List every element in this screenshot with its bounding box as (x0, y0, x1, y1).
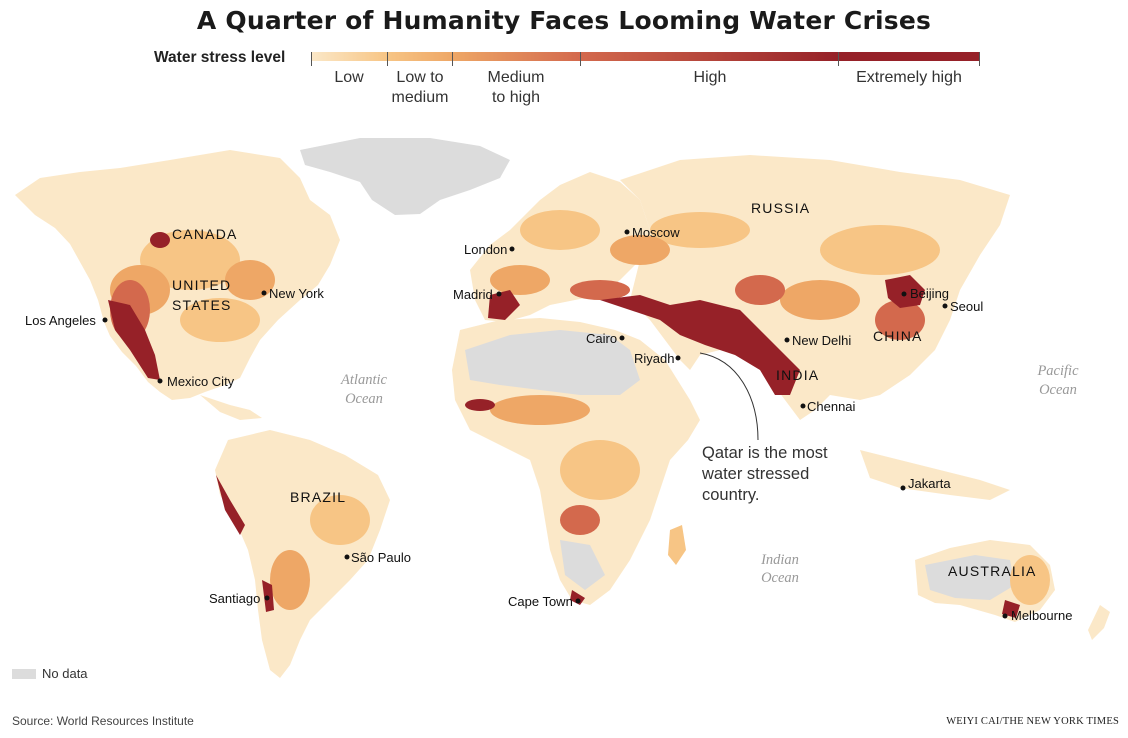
city-dot (157, 378, 163, 384)
source-note: Source: World Resources Institute (12, 714, 194, 728)
label-cairo: Cairo (586, 331, 617, 346)
legend-tick (838, 52, 839, 66)
label-indian-ocean-line1: Indian (760, 552, 799, 568)
legend-label-extremely-high: Extremely high (856, 69, 962, 86)
label-los-angeles: Los Angeles (25, 313, 96, 328)
no-data-swatch (12, 669, 36, 679)
legend-swatch-low (311, 52, 387, 61)
label-sao-paulo: São Paulo (351, 550, 411, 565)
legend-swatch-high (580, 52, 838, 61)
label-madrid: Madrid (453, 287, 493, 302)
legend-tick (387, 52, 388, 66)
label-atlantic-ocean-line1: Atlantic (340, 372, 387, 388)
label-seoul: Seoul (950, 299, 983, 314)
city-dot (942, 303, 948, 309)
city-dot (624, 229, 630, 235)
city-dot (264, 595, 270, 601)
legend-label-low: Low (334, 69, 364, 86)
qatar-callout-line (699, 352, 759, 441)
label-canada: CANADA (172, 226, 238, 242)
annotation-qatar-line2: water stressed (701, 465, 809, 483)
legend-label-high: High (693, 69, 727, 86)
label-chennai: Chennai (807, 399, 856, 414)
city-dot (509, 246, 515, 252)
city-dot (619, 335, 625, 341)
label-santiago: Santiago (209, 591, 260, 606)
label-riyadh: Riyadh (634, 351, 674, 366)
label-pacific-ocean-line2: Ocean (1039, 382, 1077, 398)
map-title: A Quarter of Humanity Faces Looming Wate… (196, 6, 932, 35)
label-moscow: Moscow (632, 225, 680, 240)
legend-tick (311, 52, 312, 66)
australia-no-data (925, 555, 1015, 600)
legend-tick (580, 52, 581, 66)
label-brazil: BRAZIL (290, 489, 346, 505)
greenland-landmass (300, 138, 510, 215)
label-jakarta: Jakarta (908, 476, 951, 491)
label-pacific-ocean-line1: Pacific (1036, 363, 1079, 379)
city-dot (901, 291, 907, 297)
no-data-label: No data (42, 666, 88, 681)
label-atlantic-ocean-line2: Ocean (345, 391, 383, 407)
city-dot (675, 355, 681, 361)
label-indian-ocean-line2: Ocean (761, 570, 799, 586)
label-united-states-line2: STATES (172, 297, 232, 313)
label-china: CHINA (873, 328, 923, 344)
credit-line: WEIYI CAI/THE NEW YORK TIMES (946, 716, 1119, 727)
sahara-no-data (465, 330, 640, 395)
legend-title: Water stress level (154, 49, 286, 66)
legend-color-bar (311, 52, 980, 61)
legend-label-low-to-medium: Low to medium (391, 69, 449, 106)
city-dot (575, 598, 581, 604)
label-london: London (464, 242, 507, 257)
city-dot (102, 317, 108, 323)
label-beijing: Beijing (910, 286, 949, 301)
legend-swatch-low-to-medium (387, 52, 452, 61)
city-dot (1002, 613, 1008, 619)
label-mexico-city: Mexico City (167, 374, 235, 389)
annotation-qatar-line1: Qatar is the most (702, 444, 828, 462)
label-russia: RUSSIA (751, 200, 810, 216)
city-markers (102, 229, 1008, 619)
city-dot (496, 291, 502, 297)
label-australia: AUSTRALIA (948, 563, 1037, 579)
label-united-states-line1: UNITED (172, 277, 231, 293)
extremely-high-stress-areas (108, 232, 1020, 618)
city-dot (261, 290, 267, 296)
city-dot (344, 554, 350, 560)
label-new-delhi: New Delhi (792, 333, 851, 348)
label-india: INDIA (776, 367, 819, 383)
south-america-landmass (215, 430, 390, 678)
legend-swatch-medium-to-high (452, 52, 580, 61)
legend-label-medium-to-high: Medium to high (487, 69, 545, 106)
legend-swatch-extremely-high (838, 52, 980, 61)
label-cape-town: Cape Town (508, 594, 573, 609)
city-dot (784, 337, 790, 343)
label-melbourne: Melbourne (1011, 608, 1072, 623)
annotation-qatar-line3: country. (702, 486, 759, 504)
city-dot (800, 403, 806, 409)
legend-tick (452, 52, 453, 66)
city-dot (900, 485, 906, 491)
label-new-york: New York (269, 286, 324, 301)
low-to-medium-stress-areas (140, 210, 1050, 605)
legend-tick (979, 52, 980, 66)
